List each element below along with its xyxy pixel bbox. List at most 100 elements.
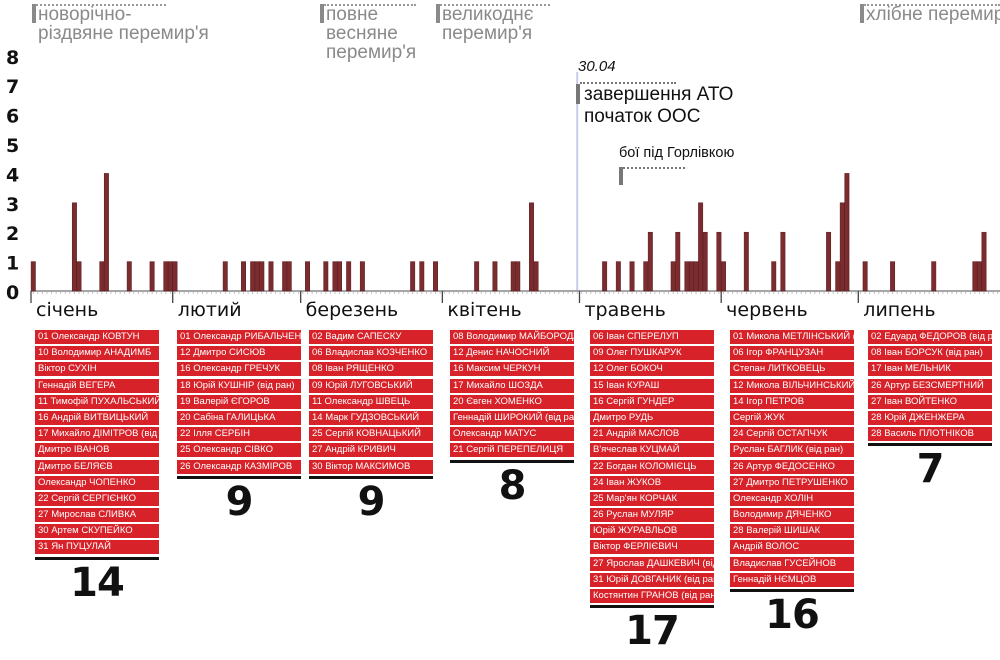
bar — [323, 261, 329, 292]
month-list-6: 01 Микола МЕТЛІНСЬКИЙ (від ран) 06 Ігор Ф… — [730, 330, 854, 638]
month-list-3: 02 Вадим САПЕСКУ 06 Владислав КОЗЧЕНКО 08 … — [309, 330, 433, 525]
casualty-name-row: Сергій ЖУК — [730, 410, 854, 425]
bar — [254, 261, 260, 292]
casualty-name-row: 22 Ілля СЕРБІН — [177, 427, 301, 442]
bar — [647, 231, 653, 292]
month-list-4: 08 Володимир МАЙБОРОДА 12 Денис НАЧОСНИЙ 1… — [450, 330, 574, 509]
bar — [839, 202, 845, 292]
bar — [716, 231, 722, 292]
casualty-name-row: 28 Юрій ДЖЕНЖЕРА — [868, 410, 992, 425]
bar — [167, 261, 173, 292]
bar — [172, 261, 178, 292]
casualty-name-row: 22 Богдан КОЛОМІЄЦЬ — [590, 459, 714, 474]
bar — [305, 261, 310, 292]
bar — [931, 261, 937, 292]
casualty-name-row: 09 Юрій ЛУГОВСЬКИЙ — [309, 378, 433, 393]
bar — [976, 261, 982, 292]
bar — [670, 261, 676, 292]
casualty-name-row: 27 Ярослав ДАШКЕВИЧ (від ран) — [590, 556, 714, 571]
y-tick-label: 5 — [6, 135, 19, 157]
month-total: 8 — [498, 462, 527, 509]
bar — [103, 173, 109, 292]
casualty-name-row: Олександр ХОЛІН — [730, 491, 854, 506]
bar — [346, 261, 352, 292]
casualty-name-row: Дмитро ІВАНОВ — [35, 443, 159, 458]
casualty-name-row: Олександр МАТУС — [450, 427, 574, 442]
casualty-name-row: 16 Олександр ГРЕЧУК — [177, 362, 301, 377]
casualty-name-row: Степан ЛИТКОВЕЦЬ — [730, 362, 854, 377]
casualty-name-row: 20 Сабіна ГАЛИЦЬКА — [177, 410, 301, 425]
casualty-name-row: Геннадій ВЕГЕРА — [35, 378, 159, 393]
casualty-name-row: 22 Сергій СЕРГІЄНКО — [35, 491, 159, 506]
bar — [241, 261, 246, 292]
casualty-name-row: 02 Едуард ФЕДОРОВ (від ран) — [868, 330, 992, 344]
bar — [337, 261, 342, 292]
casualty-name-row: 06 Владислав КОЗЧЕНКО — [309, 346, 433, 361]
bar — [602, 261, 608, 292]
casualty-name-row: Костянтин ГРАНОВ (від ран) — [590, 589, 714, 603]
list-underline — [590, 605, 714, 609]
casualty-name-row: Дмитро РУДЬ — [590, 410, 714, 425]
casualty-name-row: 30 Віктор МАКСИМОВ — [309, 459, 433, 474]
bar — [332, 261, 338, 292]
month-total: 7 — [916, 446, 945, 493]
month-total: 9 — [225, 478, 254, 525]
casualty-name-row: 06 Іван СПЕРЕЛУП — [590, 330, 714, 344]
casualty-name-row: 27 Андрій КРИВИЧ — [309, 443, 433, 458]
y-tick-label: 4 — [6, 164, 19, 186]
casualty-name-row: 12 Дмитро СИСЮВ — [177, 346, 301, 361]
month-list-5: 06 Іван СПЕРЕЛУП 09 Олег ПУШКАРУК 12 Олег … — [590, 330, 714, 654]
bar — [721, 261, 726, 292]
bar — [149, 261, 155, 292]
month-list-2: 01 Олександр РИБАЛЬЧЕНКО 12 Дмитро СИСЮВ 1… — [177, 330, 301, 525]
bar — [76, 261, 82, 292]
casualty-name-row: Віктор ФЕРЛІЄВИЧ — [590, 540, 714, 555]
bar — [163, 261, 169, 292]
bar — [643, 261, 649, 292]
casualty-name-row: 01 Олександр КОВТУН — [35, 330, 159, 344]
casualty-name-row: 15 Іван КУРАШ — [590, 378, 714, 393]
casualty-name-row: Геннадій ШИРОКИЙ (від ран) — [450, 410, 574, 425]
month-total: 9 — [357, 478, 386, 525]
bar — [689, 261, 694, 292]
casualty-name-row: 09 Олег ПУШКАРУК — [590, 346, 714, 361]
bar — [30, 261, 36, 292]
casualty-name-row: Руслан БАГЛИК (від ран) — [730, 443, 854, 458]
bar — [492, 261, 498, 292]
bar — [698, 202, 704, 292]
casualty-name-row: 01 Микола МЕТЛІНСЬКИЙ (від ран) — [730, 330, 854, 344]
casualty-name-row: 31 Ян ПУЦУЛАЙ — [35, 540, 159, 555]
list-underline — [730, 589, 854, 592]
bar — [862, 261, 868, 292]
month-total: 14 — [70, 559, 125, 606]
month-label: червень — [726, 299, 807, 321]
bar — [702, 231, 708, 292]
month-list-7: 02 Едуард ФЕДОРОВ (від ран) 08 Іван БОРСУ… — [868, 330, 992, 492]
casualty-name-row: 14 Марк ГУДЗОВСЬКИЙ — [309, 410, 433, 425]
casualty-name-row: 11 Тимофій ПУХАЛЬСЬКИЙ — [35, 394, 159, 409]
bar — [629, 261, 635, 292]
bar — [474, 261, 480, 292]
bar — [684, 261, 690, 292]
casualty-name-row: 27 Іван ВОЙТЕНКО — [868, 394, 992, 409]
casualty-name-row: 08 Володимир МАЙБОРОДА — [450, 330, 574, 344]
month-total: 17 — [625, 608, 680, 655]
casualty-name-row: 16 Максим ЧЕРКУН — [450, 362, 574, 377]
casualty-name-row: 20 Євген ХОМЕНКО — [450, 394, 574, 409]
bar — [250, 261, 256, 292]
bar — [99, 261, 105, 292]
month-label: березень — [306, 299, 399, 321]
casualty-name-row: 12 Микола ВІЛЬЧИНСЬКИЙ — [730, 378, 854, 393]
bar — [433, 261, 438, 292]
bar — [126, 261, 132, 292]
casualty-name-row: 26 Артур БЕЗСМЕРТНИЙ — [868, 378, 992, 393]
casualty-name-row: 31 Юрій ДОВГАНИК (від ран) — [590, 572, 714, 587]
casualty-name-row: 02 Вадим САПЕСКУ — [309, 330, 433, 344]
casualty-name-row: 27 Мирослав СЛИВКА — [35, 508, 159, 523]
bar — [222, 261, 228, 292]
month-label: січень — [36, 299, 98, 321]
casualty-name-row: 16 Андрій ВИТВИЦЬКИЙ — [35, 410, 159, 425]
bar — [675, 231, 681, 292]
casualty-name-row: 25 Мар'ян КОРЧАК — [590, 491, 714, 506]
casualty-name-row: 26 Олександр КАЗМІРОВ — [177, 459, 301, 474]
